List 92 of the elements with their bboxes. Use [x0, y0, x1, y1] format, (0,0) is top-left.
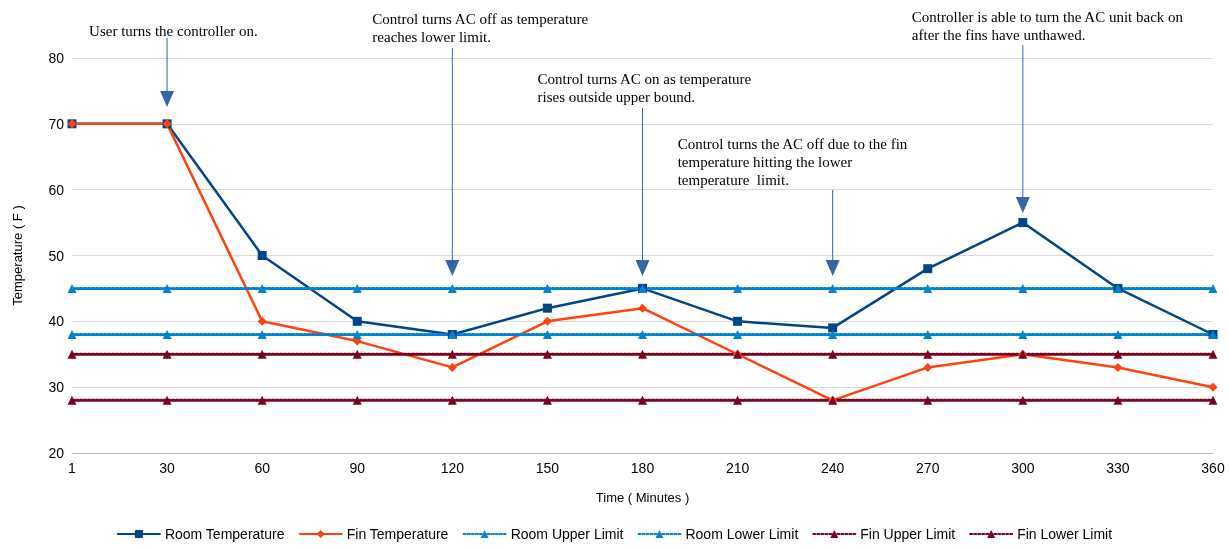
point — [447, 349, 457, 359]
x-tick-label: 1 — [68, 460, 77, 476]
point — [733, 316, 743, 326]
point — [1208, 382, 1218, 392]
y-tick-label: 50 — [48, 247, 65, 264]
point — [638, 395, 647, 405]
point — [542, 316, 552, 326]
x-tick-label: 360 — [1201, 460, 1225, 476]
point — [923, 264, 933, 274]
point — [1208, 283, 1218, 293]
point — [923, 349, 933, 359]
point — [542, 303, 552, 313]
point — [257, 349, 267, 359]
point — [542, 330, 552, 339]
point — [1208, 349, 1218, 359]
legend-label: Fin Lower Limit — [1017, 526, 1113, 542]
point — [67, 330, 77, 339]
x-axis-title: Time ( Minutes ) — [595, 490, 690, 505]
y-tick-label: 60 — [48, 181, 65, 198]
point — [1208, 395, 1218, 405]
annotation: Control turns the AC off due to the fin temperature hitting the lower temperature limit. — [677, 136, 912, 188]
point — [162, 395, 172, 405]
legend-label: Room Lower Limit — [685, 526, 799, 542]
annotation: Control turns AC on as temperature rises outside upper bound. — [537, 71, 755, 105]
y-tick-label: 70 — [48, 115, 65, 132]
point — [1018, 283, 1028, 293]
text: Control turns AC off as temperature reaches lower limit. — [372, 11, 593, 45]
y-axis-title: Temperature ( F ) — [10, 205, 25, 306]
point — [542, 395, 552, 405]
x-tick-label: 210 — [725, 460, 750, 476]
legend-label: Room Upper Limit — [510, 526, 624, 542]
point — [1018, 395, 1028, 405]
x-tick-label: 330 — [1106, 460, 1130, 476]
point — [1113, 330, 1123, 339]
point — [257, 316, 267, 326]
point — [733, 283, 743, 293]
point — [352, 283, 362, 293]
point — [162, 283, 172, 293]
point — [638, 330, 647, 339]
x-tick-label: 180 — [630, 460, 655, 476]
point — [1113, 362, 1123, 372]
point — [257, 251, 267, 260]
point — [352, 349, 362, 359]
x-tick-label: 300 — [1011, 460, 1035, 476]
point — [67, 349, 77, 359]
point — [1018, 218, 1028, 228]
point — [923, 330, 933, 339]
point — [352, 395, 362, 405]
point — [447, 395, 457, 405]
point — [828, 323, 838, 333]
x-tick-label: 150 — [535, 460, 560, 476]
point — [67, 395, 77, 405]
point — [352, 330, 362, 339]
point — [923, 395, 933, 405]
text: User turns the controller on. — [89, 23, 258, 39]
y-tick-label: 20 — [48, 445, 65, 461]
point — [828, 283, 838, 293]
point — [1113, 395, 1123, 405]
x-tick-label: 120 — [440, 460, 465, 476]
point — [733, 330, 743, 339]
x-tick-label: 240 — [820, 460, 845, 476]
point — [352, 316, 362, 326]
point — [67, 283, 77, 293]
point — [828, 330, 838, 339]
point — [162, 349, 172, 359]
point — [162, 330, 172, 339]
legend-label: Fin Temperature — [346, 526, 449, 542]
point — [542, 349, 552, 359]
x-tick-label: 90 — [349, 460, 366, 476]
x-tick-label: 270 — [916, 460, 940, 476]
x-tick-label: 60 — [254, 460, 271, 476]
point — [923, 362, 933, 372]
text: Controller is able to turn the AC unit back on after the fins have unthawed. — [911, 9, 1187, 43]
point — [257, 283, 267, 293]
point — [828, 349, 838, 359]
point — [638, 303, 647, 313]
point — [733, 395, 743, 405]
point — [923, 283, 933, 293]
legend-label: Fin Upper Limit — [860, 526, 956, 542]
y-tick-label: 80 — [48, 50, 65, 66]
point — [1113, 349, 1123, 359]
point — [257, 330, 267, 339]
legend-label: Room Temperature — [164, 526, 285, 542]
point — [447, 362, 457, 372]
point — [1018, 330, 1028, 339]
point — [542, 283, 552, 293]
x-tick-label: 30 — [159, 460, 176, 476]
y-tick-label: 30 — [48, 379, 65, 396]
point — [638, 349, 647, 359]
point — [447, 283, 457, 293]
y-tick-label: 40 — [48, 313, 65, 330]
point — [257, 395, 267, 405]
